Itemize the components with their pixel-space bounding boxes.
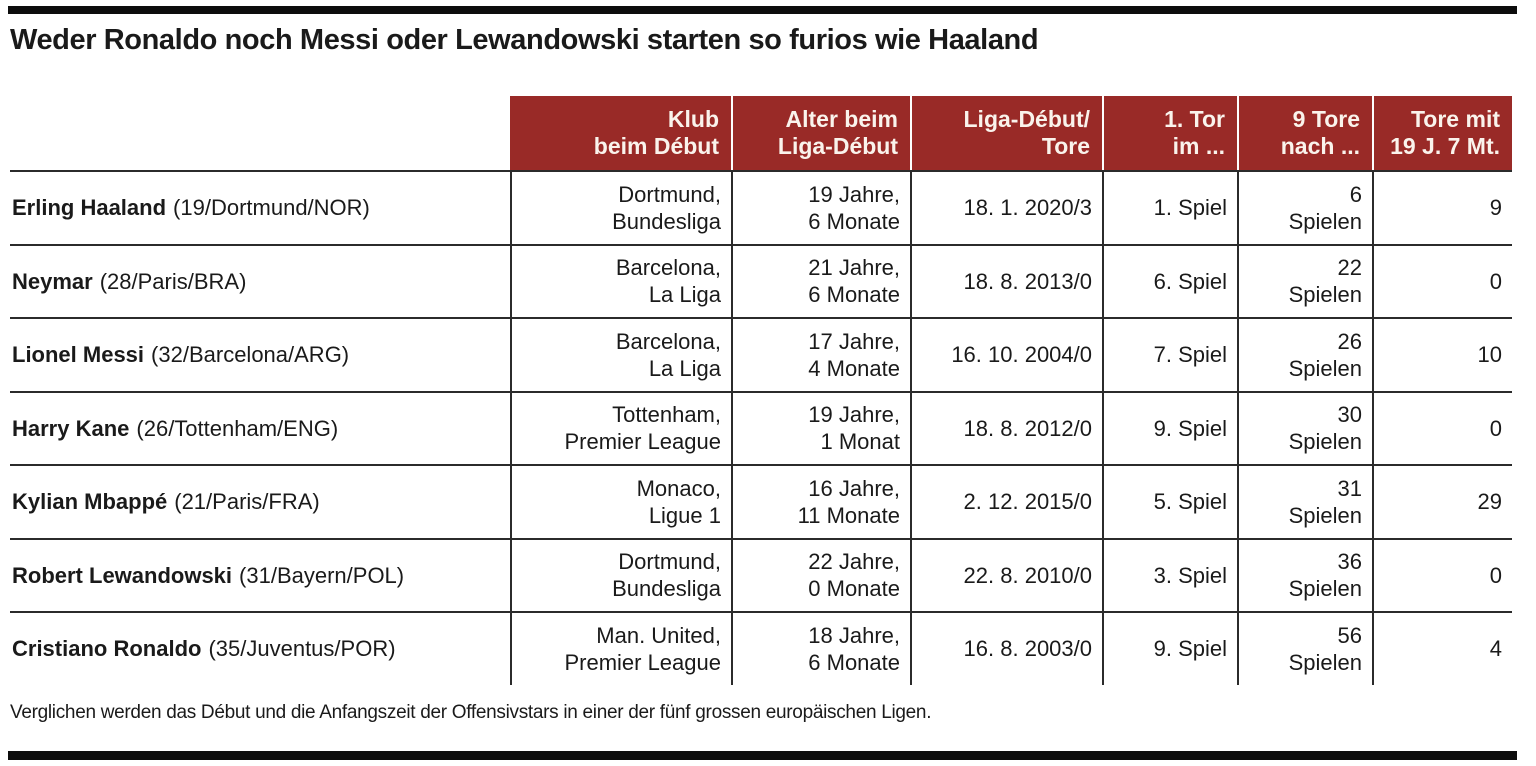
cell-tore-19j7m: 0 (1372, 245, 1512, 317)
cell-klub: Dortmund, Bundesliga (510, 539, 731, 611)
cell-debut: 22. 8. 2010/0 (910, 539, 1102, 611)
cell-neun-tore: 22 Spielen (1237, 245, 1372, 317)
cell-alter: 19 Jahre, 6 Monate (731, 172, 910, 244)
cell-alter: 19 Jahre, 1 Monat (731, 392, 910, 464)
cell-erstes-tor: 6. Spiel (1102, 245, 1237, 317)
bottom-rule (8, 751, 1517, 760)
cell-neun-tore: 56 Spielen (1237, 613, 1372, 685)
cell-debut: 16. 10. 2004/0 (910, 319, 1102, 391)
cell-erstes-tor: 5. Spiel (1102, 466, 1237, 538)
cell-player: Neymar (28/Paris/BRA) (10, 246, 510, 318)
header-cell-player (10, 96, 510, 170)
cell-player: Erling Haaland (19/Dortmund/NOR) (10, 172, 510, 244)
player-name: Cristiano Ronaldo (12, 636, 202, 662)
cell-erstes-tor: 9. Spiel (1102, 392, 1237, 464)
player-details: (21/Paris/FRA) (174, 489, 320, 515)
player-name: Kylian Mbappé (12, 489, 168, 515)
cell-debut: 2. 12. 2015/0 (910, 466, 1102, 538)
cell-erstes-tor: 1. Spiel (1102, 172, 1237, 244)
cell-debut: 18. 1. 2020/3 (910, 172, 1102, 244)
cell-tore-19j7m: 4 (1372, 613, 1512, 685)
cell-debut: 18. 8. 2012/0 (910, 392, 1102, 464)
cell-erstes-tor: 7. Spiel (1102, 319, 1237, 391)
header-cell-debut: Liga-Début/ Tore (910, 96, 1102, 170)
cell-tore-19j7m: 9 (1372, 172, 1512, 244)
cell-klub: Barcelona, La Liga (510, 245, 731, 317)
table-row: Cristiano Ronaldo (35/Juventus/POR) Man. … (10, 611, 1512, 685)
cell-player: Lionel Messi (32/Barcelona/ARG) (10, 319, 510, 391)
cell-neun-tore: 6 Spielen (1237, 172, 1372, 244)
player-name: Harry Kane (12, 415, 130, 441)
cell-klub: Monaco, Ligue 1 (510, 466, 731, 538)
player-details: (28/Paris/BRA) (99, 268, 247, 294)
player-name: Lionel Messi (12, 342, 145, 368)
player-details: (32/Barcelona/ARG) (151, 342, 350, 368)
cell-tore-19j7m: 29 (1372, 466, 1512, 538)
cell-tore-19j7m: 10 (1372, 319, 1512, 391)
cell-neun-tore: 36 Spielen (1237, 539, 1372, 611)
cell-alter: 17 Jahre, 4 Monate (731, 319, 910, 391)
player-details: (19/Dortmund/NOR) (173, 195, 370, 221)
player-details: (26/Tottenham/ENG) (136, 415, 339, 441)
cell-erstes-tor: 3. Spiel (1102, 539, 1237, 611)
cell-alter: 16 Jahre, 11 Monate (731, 466, 910, 538)
table-row: Harry Kane (26/Tottenham/ENG) Tottenham, … (10, 390, 1512, 465)
player-details: (35/Juventus/POR) (208, 636, 396, 662)
cell-player: Cristiano Ronaldo (35/Juventus/POR) (10, 613, 510, 685)
cell-alter: 18 Jahre, 6 Monate (731, 613, 910, 685)
table-row: Robert Lewandowski (31/Bayern/POL) Dortmu… (10, 537, 1512, 612)
table-row: Kylian Mbappé (21/Paris/FRA) Monaco, Ligu… (10, 464, 1512, 538)
top-rule (8, 6, 1517, 14)
player-name: Robert Lewandowski (12, 562, 233, 588)
cell-klub: Dortmund, Bundesliga (510, 172, 731, 244)
cell-tore-19j7m: 0 (1372, 539, 1512, 611)
header-cell-erstes-tor: 1. Tor im ... (1102, 96, 1237, 170)
footnote: Verglichen werden das Début und die Anfa… (10, 702, 932, 723)
cell-player: Robert Lewandowski (31/Bayern/POL) (10, 540, 510, 612)
header-row: Klub beim Début Alter beim Liga-Début Li… (10, 96, 1512, 170)
player-name: Erling Haaland (12, 195, 167, 221)
header-cell-klub: Klub beim Début (510, 96, 731, 170)
cell-debut: 16. 8. 2003/0 (910, 613, 1102, 685)
stats-table: Klub beim Début Alter beim Liga-Début Li… (10, 96, 1512, 685)
cell-alter: 21 Jahre, 6 Monate (731, 245, 910, 317)
cell-neun-tore: 31 Spielen (1237, 466, 1372, 538)
cell-alter: 22 Jahre, 0 Monate (731, 539, 910, 611)
cell-player: Kylian Mbappé (21/Paris/FRA) (10, 466, 510, 538)
cell-neun-tore: 30 Spielen (1237, 392, 1372, 464)
cell-neun-tore: 26 Spielen (1237, 319, 1372, 391)
cell-klub: Tottenham, Premier League (510, 392, 731, 464)
cell-klub: Barcelona, La Liga (510, 319, 731, 391)
cell-klub: Man. United, Premier League (510, 613, 731, 685)
cell-player: Harry Kane (26/Tottenham/ENG) (10, 393, 510, 465)
table-row: Erling Haaland (19/Dortmund/NOR) Dortmund… (10, 170, 1512, 244)
cell-erstes-tor: 9. Spiel (1102, 613, 1237, 685)
header-cell-tore-19j7m: Tore mit 19 J. 7 Mt. (1372, 96, 1512, 170)
page-title: Weder Ronaldo noch Messi oder Lewandowsk… (10, 24, 1039, 56)
table-row: Neymar (28/Paris/BRA) Barcelona, La Liga … (10, 243, 1512, 318)
table-row: Lionel Messi (32/Barcelona/ARG) Barcelona… (10, 317, 1512, 391)
header-cell-alter: Alter beim Liga-Début (731, 96, 910, 170)
cell-debut: 18. 8. 2013/0 (910, 245, 1102, 317)
header-cell-neun-tore: 9 Tore nach ... (1237, 96, 1372, 170)
cell-tore-19j7m: 0 (1372, 392, 1512, 464)
player-name: Neymar (12, 268, 93, 294)
player-details: (31/Bayern/POL) (239, 562, 405, 588)
